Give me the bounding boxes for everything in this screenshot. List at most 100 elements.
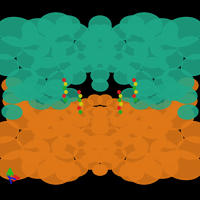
Ellipse shape: [29, 95, 51, 109]
Ellipse shape: [91, 135, 109, 149]
Ellipse shape: [90, 30, 110, 46]
Ellipse shape: [96, 25, 114, 39]
Circle shape: [135, 91, 137, 93]
Ellipse shape: [152, 118, 172, 132]
Ellipse shape: [0, 37, 23, 59]
Ellipse shape: [14, 97, 36, 113]
Ellipse shape: [56, 163, 80, 181]
Ellipse shape: [44, 80, 66, 96]
Ellipse shape: [178, 78, 198, 92]
Ellipse shape: [164, 84, 186, 100]
Ellipse shape: [47, 110, 73, 130]
Ellipse shape: [2, 78, 22, 92]
Ellipse shape: [118, 126, 142, 144]
Circle shape: [118, 99, 121, 101]
Ellipse shape: [0, 121, 19, 143]
Circle shape: [134, 99, 137, 101]
Circle shape: [78, 107, 80, 109]
Ellipse shape: [56, 16, 80, 34]
Ellipse shape: [61, 88, 79, 102]
Ellipse shape: [98, 95, 112, 105]
Ellipse shape: [58, 56, 82, 74]
Ellipse shape: [177, 37, 200, 59]
Ellipse shape: [93, 165, 107, 175]
Ellipse shape: [173, 94, 197, 110]
Ellipse shape: [134, 100, 156, 116]
Circle shape: [133, 87, 136, 89]
Ellipse shape: [100, 141, 116, 155]
Ellipse shape: [28, 118, 48, 132]
Ellipse shape: [31, 118, 59, 138]
Ellipse shape: [64, 116, 86, 134]
Ellipse shape: [52, 138, 78, 158]
Circle shape: [119, 95, 122, 97]
Ellipse shape: [17, 128, 43, 148]
Ellipse shape: [74, 147, 96, 163]
Ellipse shape: [181, 54, 200, 76]
Ellipse shape: [137, 87, 163, 103]
Ellipse shape: [81, 155, 99, 169]
Ellipse shape: [38, 160, 72, 184]
Ellipse shape: [92, 122, 108, 134]
Ellipse shape: [90, 54, 110, 70]
Ellipse shape: [86, 25, 104, 39]
Ellipse shape: [87, 136, 103, 148]
Ellipse shape: [77, 99, 93, 111]
Ellipse shape: [85, 107, 99, 117]
Ellipse shape: [52, 42, 78, 62]
Ellipse shape: [151, 33, 179, 57]
Ellipse shape: [93, 107, 107, 117]
Ellipse shape: [34, 129, 66, 155]
Ellipse shape: [153, 76, 177, 94]
Circle shape: [118, 107, 120, 109]
Ellipse shape: [127, 70, 153, 90]
Ellipse shape: [89, 16, 111, 34]
Ellipse shape: [162, 69, 194, 91]
Ellipse shape: [157, 128, 183, 148]
Circle shape: [64, 99, 67, 101]
Ellipse shape: [164, 97, 186, 113]
Ellipse shape: [101, 155, 119, 169]
Ellipse shape: [70, 110, 90, 126]
Ellipse shape: [101, 31, 119, 45]
Circle shape: [65, 91, 67, 93]
Ellipse shape: [50, 95, 70, 109]
Ellipse shape: [134, 80, 156, 96]
Ellipse shape: [102, 116, 118, 128]
Ellipse shape: [141, 118, 169, 138]
Ellipse shape: [103, 128, 121, 142]
Circle shape: [133, 79, 135, 81]
Ellipse shape: [38, 13, 72, 37]
Ellipse shape: [141, 110, 163, 126]
Ellipse shape: [149, 95, 171, 109]
Ellipse shape: [22, 152, 58, 178]
Ellipse shape: [46, 27, 74, 49]
Ellipse shape: [6, 107, 38, 129]
Circle shape: [134, 83, 137, 85]
Ellipse shape: [17, 50, 43, 70]
Ellipse shape: [103, 58, 121, 72]
Ellipse shape: [21, 140, 49, 164]
Ellipse shape: [97, 136, 113, 148]
Ellipse shape: [3, 87, 27, 103]
Ellipse shape: [112, 160, 132, 176]
Ellipse shape: [181, 121, 200, 143]
Ellipse shape: [110, 110, 130, 126]
Ellipse shape: [68, 24, 88, 40]
Circle shape: [64, 83, 67, 85]
Ellipse shape: [120, 16, 144, 34]
Ellipse shape: [84, 141, 100, 155]
Ellipse shape: [122, 138, 148, 158]
Ellipse shape: [153, 103, 177, 121]
Ellipse shape: [161, 150, 200, 180]
Ellipse shape: [79, 58, 97, 72]
Ellipse shape: [81, 31, 99, 45]
Ellipse shape: [141, 58, 169, 78]
Ellipse shape: [91, 68, 109, 82]
Ellipse shape: [129, 121, 147, 135]
Ellipse shape: [142, 19, 178, 45]
Circle shape: [119, 111, 122, 113]
Ellipse shape: [91, 42, 109, 58]
Ellipse shape: [74, 37, 96, 53]
Ellipse shape: [107, 99, 123, 111]
